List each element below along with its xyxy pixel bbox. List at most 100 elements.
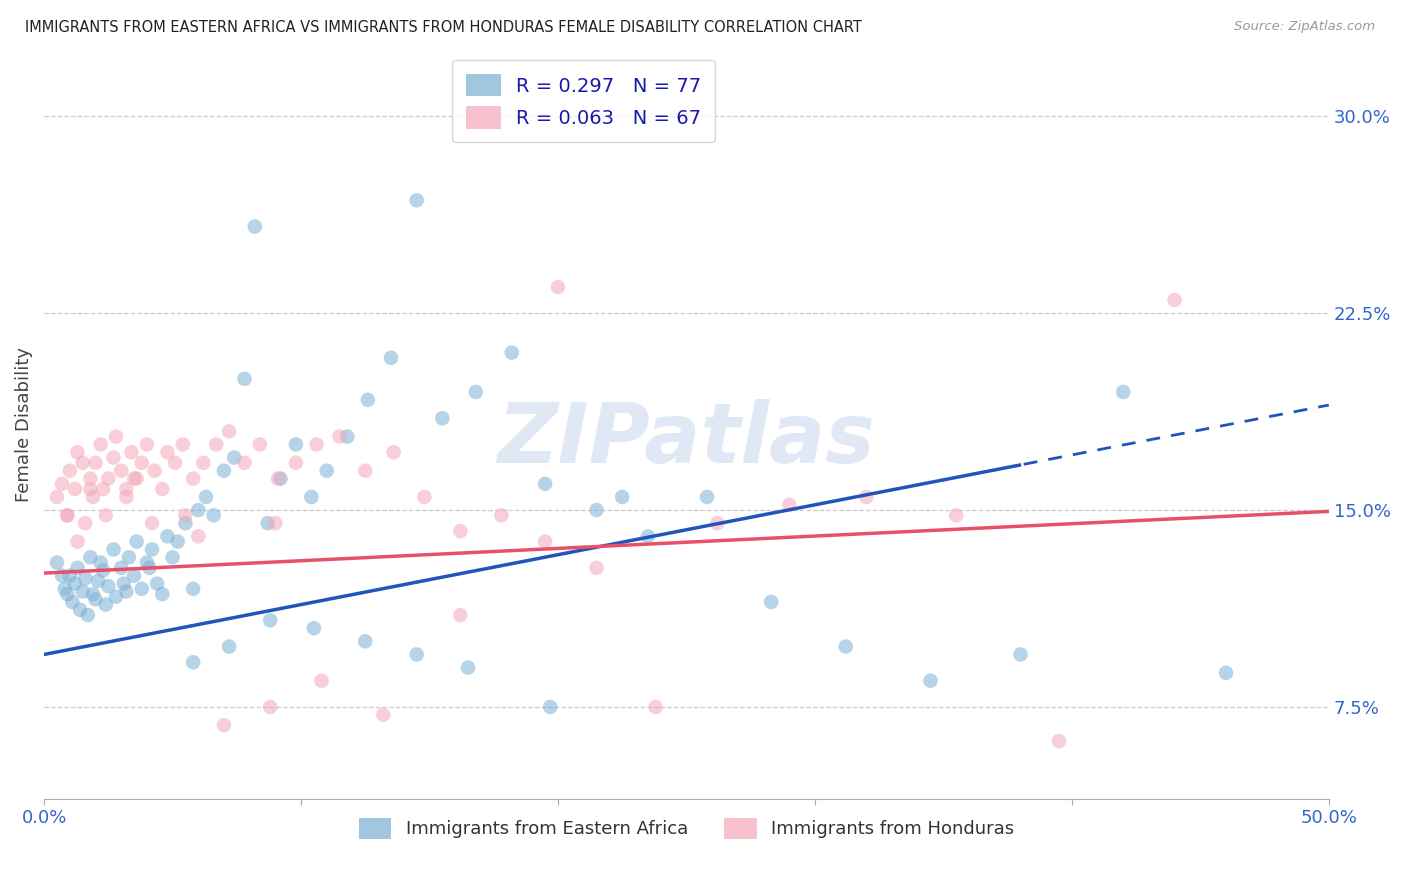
Point	[269, 472, 291, 486]
Point	[103, 542, 125, 557]
Point	[150, 587, 173, 601]
Point	[181, 656, 204, 670]
Point	[302, 621, 325, 635]
Point	[305, 437, 328, 451]
Point	[75, 571, 97, 585]
Point	[585, 503, 607, 517]
Point	[585, 561, 607, 575]
Point	[75, 516, 97, 531]
Point	[329, 429, 352, 443]
Point	[187, 503, 209, 517]
Point	[259, 700, 281, 714]
Point	[115, 584, 138, 599]
Point	[612, 490, 634, 504]
Point	[82, 587, 104, 601]
Point	[1047, 734, 1070, 748]
Point	[105, 429, 128, 443]
Point	[56, 508, 79, 523]
Point	[79, 482, 101, 496]
Point	[172, 437, 194, 451]
Point	[187, 529, 209, 543]
Text: Source: ZipAtlas.com: Source: ZipAtlas.com	[1234, 20, 1375, 33]
Point	[143, 464, 166, 478]
Point	[94, 598, 117, 612]
Point	[644, 700, 666, 714]
Point	[357, 392, 380, 407]
Point	[413, 490, 436, 504]
Point	[706, 516, 728, 531]
Point	[534, 476, 557, 491]
Point	[121, 445, 143, 459]
Point	[135, 437, 157, 451]
Point	[46, 490, 69, 504]
Point	[156, 529, 179, 543]
Point	[118, 550, 141, 565]
Point	[72, 584, 94, 599]
Point	[79, 550, 101, 565]
Point	[249, 437, 271, 451]
Point	[115, 490, 138, 504]
Point	[63, 482, 86, 496]
Point	[205, 437, 228, 451]
Point	[696, 490, 718, 504]
Point	[457, 660, 479, 674]
Point	[354, 464, 377, 478]
Point	[233, 456, 256, 470]
Point	[491, 508, 513, 523]
Point	[855, 490, 877, 504]
Point	[122, 472, 145, 486]
Point	[1112, 384, 1135, 399]
Point	[69, 603, 91, 617]
Point	[105, 590, 128, 604]
Point	[110, 561, 132, 575]
Point	[202, 508, 225, 523]
Point	[112, 576, 135, 591]
Point	[76, 608, 98, 623]
Point	[125, 472, 148, 486]
Point	[284, 437, 307, 451]
Point	[146, 576, 169, 591]
Point	[534, 534, 557, 549]
Point	[79, 472, 101, 486]
Point	[945, 508, 967, 523]
Point	[59, 464, 82, 478]
Point	[66, 445, 89, 459]
Point	[131, 456, 153, 470]
Point	[156, 445, 179, 459]
Point	[538, 700, 561, 714]
Point	[382, 445, 405, 459]
Point	[51, 476, 73, 491]
Point	[66, 534, 89, 549]
Point	[501, 345, 523, 359]
Point	[165, 456, 187, 470]
Point	[373, 707, 395, 722]
Point	[212, 718, 235, 732]
Point	[97, 579, 120, 593]
Point	[194, 490, 217, 504]
Point	[174, 516, 197, 531]
Point	[91, 564, 114, 578]
Point	[72, 456, 94, 470]
Point	[233, 372, 256, 386]
Point	[46, 556, 69, 570]
Point	[84, 456, 107, 470]
Point	[256, 516, 278, 531]
Point	[354, 634, 377, 648]
Point	[59, 568, 82, 582]
Point	[464, 384, 486, 399]
Point	[91, 482, 114, 496]
Point	[103, 450, 125, 465]
Point	[181, 472, 204, 486]
Text: IMMIGRANTS FROM EASTERN AFRICA VS IMMIGRANTS FROM HONDURAS FEMALE DISABILITY COR: IMMIGRANTS FROM EASTERN AFRICA VS IMMIGR…	[25, 20, 862, 35]
Point	[90, 437, 112, 451]
Point	[87, 574, 110, 588]
Point	[449, 524, 471, 538]
Point	[162, 550, 184, 565]
Point	[53, 582, 76, 596]
Point	[224, 450, 246, 465]
Point	[135, 556, 157, 570]
Point	[405, 194, 427, 208]
Point	[336, 429, 359, 443]
Text: ZIPatlas: ZIPatlas	[498, 400, 876, 480]
Point	[141, 542, 163, 557]
